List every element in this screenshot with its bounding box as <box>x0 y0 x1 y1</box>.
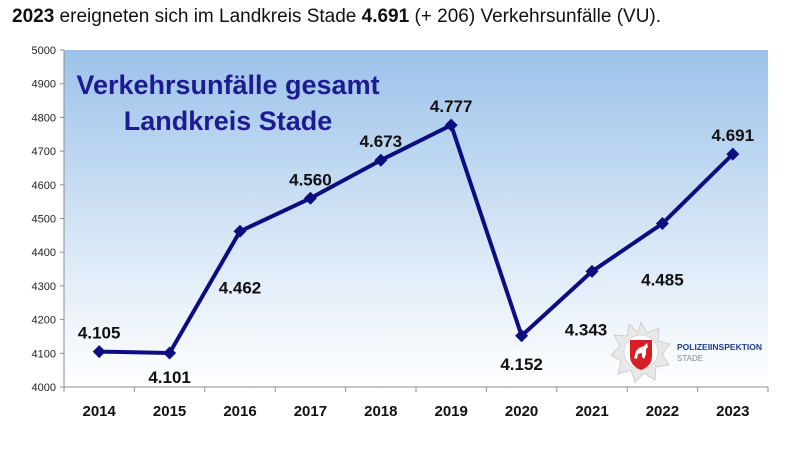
logo-line-2: STADE <box>677 354 703 363</box>
data-label-2023: 4.691 <box>712 126 755 145</box>
y-tick-label: 4200 <box>32 315 56 327</box>
data-point-2023 <box>726 147 740 161</box>
y-tick-label: 5000 <box>32 45 56 57</box>
chart-title-line-1: Verkehrsunfälle gesamt <box>76 70 379 100</box>
headline-year: 2023 <box>12 6 55 27</box>
data-labels: 4.105 4.101 4.462 4.560 4.673 4.777 4.152 4.343… <box>78 97 754 387</box>
police-logo: POLIZEIINSPEKTION STADE <box>610 320 762 383</box>
data-point-2021 <box>585 264 599 278</box>
data-label-2020: 4.152 <box>500 355 543 374</box>
y-tick-label: 4100 <box>32 348 56 360</box>
data-label-2021: 4.343 <box>565 320 608 339</box>
y-tick-label: 4800 <box>32 112 56 124</box>
x-tick-label: 2015 <box>153 403 186 420</box>
data-point-2022 <box>655 217 669 231</box>
data-label-2022: 4.485 <box>641 271 684 290</box>
x-tick-label: 2014 <box>83 403 117 420</box>
police-star-icon <box>610 320 671 383</box>
data-label-2018: 4.673 <box>360 132 403 151</box>
y-tick-labels: 4000 4100 4200 4300 4400 4500 4600 4700 4800 4900… <box>32 45 56 394</box>
data-point-2017 <box>303 191 317 205</box>
headline: 2023 ereigneten sich im Landkreis Stade … <box>12 6 661 28</box>
x-tick-labels: 2014 2015 2016 2017 2018 2019 2020 2021 2022 2023 <box>83 403 750 420</box>
headline-text-mid: ereigneten sich im Landkreis Stade <box>54 6 362 27</box>
data-label-2014: 4.105 <box>78 324 121 343</box>
y-tick-label: 4000 <box>32 382 56 394</box>
data-point-2016 <box>233 224 247 238</box>
y-tick-label: 4600 <box>32 180 56 192</box>
data-point-2014 <box>92 345 106 359</box>
x-tick-label: 2023 <box>716 403 749 420</box>
x-tick-label: 2021 <box>575 403 608 420</box>
chart-title-line-2: Landkreis Stade <box>124 106 333 136</box>
x-tick-label: 2016 <box>223 403 256 420</box>
y-tick-label: 4300 <box>32 281 56 293</box>
y-tick-label: 4500 <box>32 214 56 226</box>
data-label-2017: 4.560 <box>289 170 332 189</box>
x-tick-label: 2022 <box>646 403 679 420</box>
y-tick-label: 4400 <box>32 247 56 259</box>
data-label-2019: 4.777 <box>430 97 473 116</box>
x-tick-label: 2020 <box>505 403 538 420</box>
data-point-2019 <box>444 118 458 132</box>
data-label-2016: 4.462 <box>219 278 262 297</box>
data-label-2015: 4.101 <box>148 368 191 387</box>
logo-line-1: POLIZEIINSPEKTION <box>677 342 762 352</box>
y-tick-label: 4900 <box>32 79 56 91</box>
headline-text-end: (+ 206) Verkehrsunfälle (VU). <box>409 6 662 27</box>
axes <box>60 49 769 392</box>
x-tick-label: 2017 <box>294 403 327 420</box>
series-line <box>92 118 740 360</box>
x-tick-label: 2019 <box>435 403 468 420</box>
y-tick-label: 4700 <box>32 146 56 158</box>
data-point-2020 <box>515 329 529 343</box>
data-point-2018 <box>374 153 388 167</box>
series-path <box>99 123 735 355</box>
headline-count: 4.691 <box>361 6 410 27</box>
x-tick-label: 2018 <box>364 403 397 420</box>
data-point-2015 <box>163 346 177 360</box>
